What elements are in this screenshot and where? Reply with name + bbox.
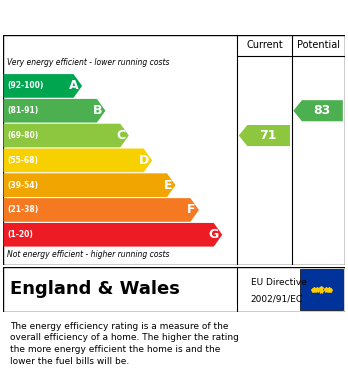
Polygon shape bbox=[3, 198, 199, 222]
Text: EU Directive: EU Directive bbox=[251, 278, 307, 287]
Polygon shape bbox=[293, 100, 343, 121]
Text: Not energy efficient - higher running costs: Not energy efficient - higher running co… bbox=[7, 250, 169, 259]
Text: 71: 71 bbox=[259, 129, 277, 142]
Text: 2002/91/EC: 2002/91/EC bbox=[251, 294, 303, 303]
Text: (55-68): (55-68) bbox=[7, 156, 38, 165]
Text: The energy efficiency rating is a measure of the
overall efficiency of a home. T: The energy efficiency rating is a measur… bbox=[10, 321, 239, 366]
Text: (92-100): (92-100) bbox=[7, 81, 43, 90]
Text: (1-20): (1-20) bbox=[7, 230, 33, 239]
Text: England & Wales: England & Wales bbox=[10, 280, 180, 298]
Text: Energy Efficiency Rating: Energy Efficiency Rating bbox=[69, 7, 279, 23]
Polygon shape bbox=[3, 149, 152, 172]
Text: F: F bbox=[187, 203, 196, 217]
Text: A: A bbox=[69, 79, 79, 92]
Text: 83: 83 bbox=[313, 104, 330, 117]
Text: Very energy efficient - lower running costs: Very energy efficient - lower running co… bbox=[7, 58, 169, 67]
Text: E: E bbox=[164, 179, 172, 192]
Text: B: B bbox=[93, 104, 102, 117]
Polygon shape bbox=[3, 124, 129, 147]
Polygon shape bbox=[3, 99, 105, 122]
Text: (21-38): (21-38) bbox=[7, 205, 38, 215]
Polygon shape bbox=[3, 74, 82, 98]
Polygon shape bbox=[3, 173, 175, 197]
Text: Potential: Potential bbox=[296, 40, 340, 50]
Polygon shape bbox=[3, 223, 222, 247]
Bar bbox=[300, 269, 343, 310]
Text: (69-80): (69-80) bbox=[7, 131, 38, 140]
Text: C: C bbox=[116, 129, 125, 142]
Text: (39-54): (39-54) bbox=[7, 181, 38, 190]
Polygon shape bbox=[239, 125, 290, 146]
Text: Current: Current bbox=[246, 40, 283, 50]
Text: G: G bbox=[208, 228, 219, 241]
Text: D: D bbox=[139, 154, 149, 167]
Text: (81-91): (81-91) bbox=[7, 106, 38, 115]
